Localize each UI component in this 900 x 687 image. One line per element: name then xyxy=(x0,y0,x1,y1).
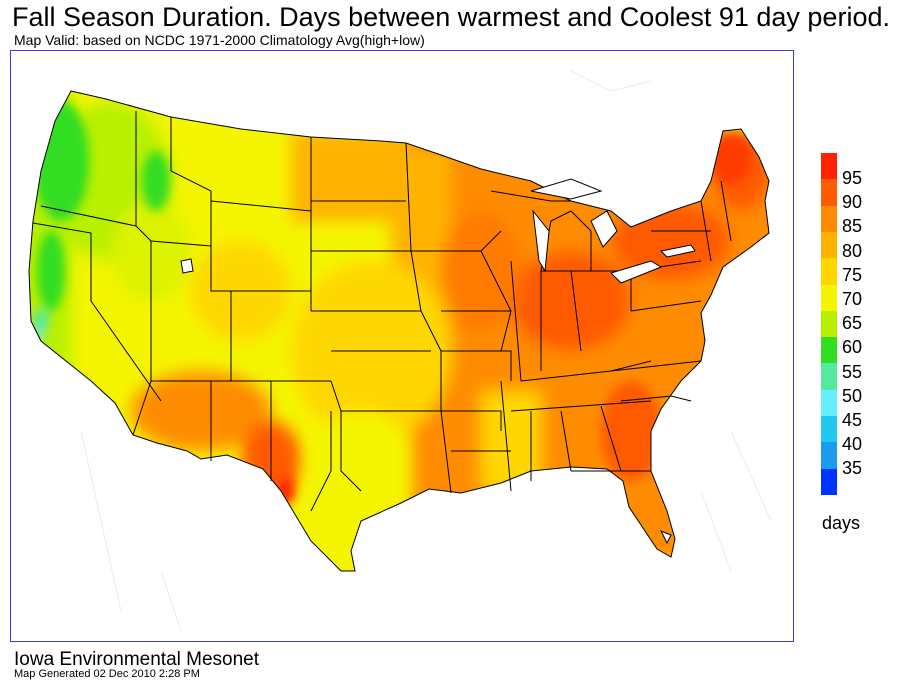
legend-swatch xyxy=(821,468,837,496)
legend-label: 40 xyxy=(842,434,863,455)
legend-label: 70 xyxy=(842,289,863,309)
legend-swatch xyxy=(821,442,837,470)
color-legend xyxy=(821,153,837,496)
legend-label: 55 xyxy=(842,361,863,382)
legend-label: 60 xyxy=(842,337,863,358)
us-map xyxy=(28,70,772,632)
legend-swatch xyxy=(821,337,837,364)
legend-label: 95 xyxy=(842,168,863,188)
legend-label: 85 xyxy=(842,216,863,237)
legend-swatch xyxy=(821,153,837,180)
legend-swatch xyxy=(821,416,837,443)
legend-swatch xyxy=(821,179,837,207)
legend-swatch xyxy=(821,310,837,338)
map-subtitle: Map Valid: based on NCDC 1971-2000 Clima… xyxy=(14,32,425,48)
map-title: Fall Season Duration. Days between warme… xyxy=(12,2,890,32)
legend-swatch xyxy=(821,205,837,233)
legend-swatch xyxy=(821,231,837,259)
legend-swatch xyxy=(821,284,837,312)
legend-swatch xyxy=(821,258,837,286)
legend-label: 90 xyxy=(842,192,863,213)
legend-label: 75 xyxy=(842,264,863,285)
legend-unit: days xyxy=(822,513,861,533)
org-name: Iowa Environmental Mesonet xyxy=(14,649,260,670)
shaded-field xyxy=(29,91,769,571)
legend-swatch xyxy=(821,363,837,391)
legend-label: 35 xyxy=(842,458,863,479)
great-lakes xyxy=(180,178,696,545)
legend-label: 65 xyxy=(842,313,863,334)
map-frame xyxy=(10,50,794,642)
background-lines xyxy=(80,70,772,632)
generated-timestamp: Map Generated 02 Dec 2010 2:28 PM xyxy=(14,668,200,680)
legend-swatch xyxy=(821,389,837,417)
legend-label: 50 xyxy=(842,385,863,406)
legend-label: 45 xyxy=(842,410,863,430)
legend-label: 80 xyxy=(842,240,863,261)
